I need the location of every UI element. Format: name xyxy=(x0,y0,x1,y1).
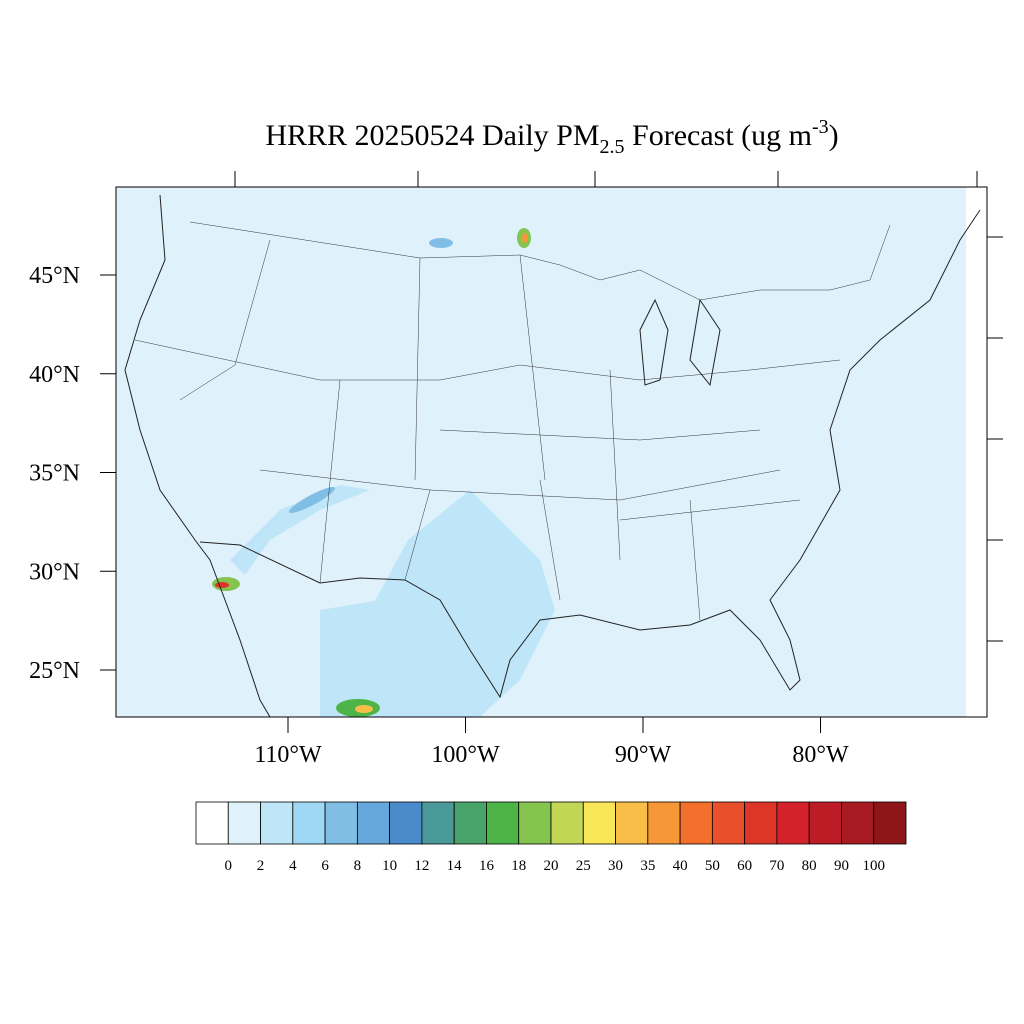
plume xyxy=(355,705,373,713)
colorbar-box xyxy=(679,801,713,845)
colorbar-box xyxy=(582,801,616,845)
colorbar-label: 30 xyxy=(608,858,623,874)
plume xyxy=(288,487,336,513)
colorbar-box xyxy=(324,801,358,845)
domain-edge xyxy=(966,187,987,717)
title: HRRR 20250524 Daily PM2.5 Forecast (ug m… xyxy=(265,116,838,158)
lat-tick-label: 35°N xyxy=(29,461,80,487)
colorbar-box xyxy=(356,801,391,845)
colorbar-box xyxy=(260,801,294,845)
title-middle: Forecast (ug m xyxy=(625,119,812,152)
colorbar-box xyxy=(550,801,584,845)
map-background xyxy=(116,187,987,717)
colorbar-box xyxy=(744,801,778,845)
colorbar-label: 90 xyxy=(834,858,849,874)
colorbar-label: 70 xyxy=(769,858,784,874)
colorbar-label: 80 xyxy=(802,858,817,874)
title-subscript: 2.5 xyxy=(600,136,625,158)
colorbar-label: 14 xyxy=(447,858,463,874)
coastline xyxy=(124,194,271,718)
colorbar-box xyxy=(486,801,520,845)
border xyxy=(189,221,891,301)
lat-tick-label: 40°N xyxy=(29,362,80,388)
lat-tick-label: 45°N xyxy=(29,263,80,289)
colorbar: 0 2 4 6 8 10 12 14 16 18 20 25 30 35 40 50 60 70 80 90 100 xyxy=(195,801,907,874)
colorbar-label: 60 xyxy=(737,858,752,874)
lat-tick-label: 30°N xyxy=(29,559,80,585)
title-main: HRRR 20250524 Daily PM xyxy=(265,119,599,152)
plume xyxy=(320,600,470,717)
colorbar-label: 8 xyxy=(354,858,362,874)
colorbar-box xyxy=(518,801,552,845)
colorbar-label: 20 xyxy=(544,858,559,874)
frame-ticks xyxy=(234,171,1003,642)
colorbar-box xyxy=(227,801,261,845)
colorbar-box xyxy=(808,801,842,845)
colorbar-label: 10 xyxy=(382,858,397,874)
colorbar-box xyxy=(711,801,746,845)
colorbar-label: 0 xyxy=(225,858,233,874)
colorbar-label: 4 xyxy=(289,858,297,874)
colorbar-box xyxy=(421,801,455,845)
colorbar-label: 25 xyxy=(576,858,591,874)
colorbar-box xyxy=(453,801,487,845)
colorbar-label: 16 xyxy=(479,858,495,874)
colorbar-label: 35 xyxy=(640,858,655,874)
colorbar-label: 50 xyxy=(705,858,720,874)
plume xyxy=(522,233,528,243)
map xyxy=(115,171,1003,718)
colorbar-label: 18 xyxy=(511,858,526,874)
colorbar-box xyxy=(292,801,326,845)
colorbar-label: 12 xyxy=(414,858,429,874)
colorbar-label: 6 xyxy=(321,858,329,874)
axes: 45°N 40°N 35°N 30°N 25°N 110°W 100°W 90°W 80°W xyxy=(29,263,849,768)
colorbar-box xyxy=(195,801,229,845)
colorbar-label: 40 xyxy=(673,858,688,874)
lon-tick-label: 110°W xyxy=(254,742,322,768)
lon-tick-label: 90°W xyxy=(615,742,672,768)
colorbar-label: 100 xyxy=(862,858,885,874)
great-lakes xyxy=(639,298,721,387)
plume xyxy=(429,238,453,248)
colorbar-box xyxy=(389,801,423,845)
colorbar-box xyxy=(776,801,810,845)
map-frame xyxy=(115,186,988,718)
colorbar-box xyxy=(873,801,907,845)
lon-tick-label: 100°W xyxy=(431,742,500,768)
state-lines xyxy=(134,239,841,621)
title-superscript: -3 xyxy=(812,116,829,138)
colorbar-box xyxy=(841,801,875,845)
colorbar-box xyxy=(615,801,649,845)
colorbar-box xyxy=(647,801,681,845)
lon-tick-label: 80°W xyxy=(792,742,849,768)
lat-tick-label: 25°N xyxy=(29,658,80,684)
colorbar-label: 2 xyxy=(257,858,265,874)
coastline xyxy=(199,209,981,699)
title-end: ) xyxy=(829,119,839,152)
plume xyxy=(215,582,229,588)
